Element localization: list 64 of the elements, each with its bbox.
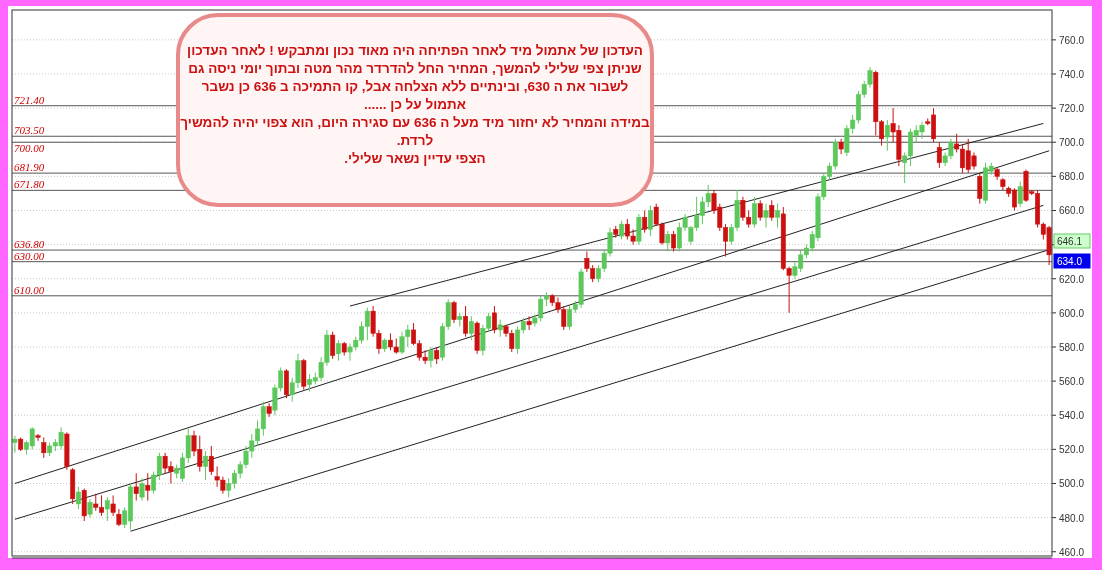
candlestick (642, 209, 648, 234)
candlestick (145, 472, 151, 502)
candlestick (75, 486, 81, 510)
candlestick (665, 230, 671, 252)
y-tick-label: 580.0 (1059, 341, 1085, 353)
y-tick-label: 700.0 (1059, 137, 1085, 149)
candlestick (12, 435, 18, 454)
y-tick-label: 600.0 (1059, 307, 1085, 319)
candlestick (491, 305, 497, 334)
y-tick-label: 500.0 (1059, 478, 1085, 490)
note: העדכון של אתמול מיד לאחר הפתיחה היה מאוד נכון ומתבקש ! לאחר העדכון שניתן צפי שלילי להמשך, המחיר החל להדרדר מהר מטה ובתוך יומי ניסה גם לשבור את ה 630, ובינתיים ללא הצלחה אבל, קו התמיכה ב 636 כן נשבר אתמול על כן ...... במידה והמחיר לא יחזור מיד מעל ה 636 עם סגירה היום, הוא צפוי יהיה להמשיך לרדת. הצפי עדיין נשאר שלילי. (176, 13, 654, 207)
y-tick-label: 680.0 (1059, 171, 1085, 183)
y-tick-label: 620.0 (1059, 273, 1085, 285)
candlestick (977, 172, 983, 205)
candlestick (428, 346, 434, 368)
candlestick (936, 141, 942, 169)
y-tick-label: 480.0 (1059, 512, 1085, 524)
candlestick (283, 368, 289, 399)
ref-line-label: 681.90 (14, 161, 45, 174)
candlestick (647, 204, 653, 237)
text: 634.0 (1057, 256, 1083, 267)
annotation: העדכון של אתמול מיד לאחר הפתיחה היה מאוד נכון ומתבקש ! לאחר העדכון שניתן צפי שלילי להמשך, המחיר החל להדרדר מהר מטה ובתוך יומי ניסה גם לשבור את ה 630, ובינתיים ללא הצלחה אבל, קו התמיכה ב 636 כן נשבר אתמול על כן ...... במידה והמחיר לא יחזור מיד מעל ה 636 עם סגירה היום, הוא צפוי יהיה להמשיך לרדת. הצפי עדיין נשאר שלילי. (180, 43, 651, 166)
candlestick (775, 203, 781, 229)
candlestick (757, 199, 763, 222)
candlestick (468, 315, 474, 341)
ref-line-label: 721.40 (14, 93, 45, 106)
candlestick (763, 203, 769, 229)
candlestick (41, 436, 47, 459)
candlestick (463, 305, 469, 338)
candlestick (104, 496, 110, 522)
ref-line-label: 700.00 (14, 142, 45, 155)
candlestick (751, 196, 757, 229)
candlestick (619, 220, 625, 240)
candlestick (1017, 180, 1023, 208)
candlestick (110, 494, 116, 517)
candlestick (330, 331, 336, 360)
ref-line-label: 671.80 (14, 178, 45, 191)
candlestick (203, 450, 209, 481)
ref-line-label: 630.00 (14, 249, 45, 262)
ref-line-label: 636.80 (14, 238, 45, 251)
candlestick (769, 199, 775, 222)
candlestick (35, 433, 41, 442)
candlestick (139, 477, 145, 502)
candlestick (87, 498, 93, 519)
candlestick (451, 300, 457, 324)
candlestick (636, 213, 642, 246)
candlestick (671, 230, 677, 252)
y-tick-label: 760.0 (1059, 34, 1085, 46)
y-tick-label: 740.0 (1059, 68, 1085, 80)
candlestick (884, 119, 890, 152)
y-tick-label: 660.0 (1059, 205, 1085, 217)
y-tick-label: 560.0 (1059, 376, 1085, 388)
candlestick (838, 138, 844, 155)
ref-line-label: 703.50 (14, 124, 45, 137)
y-tick-label: 460.0 (1059, 546, 1085, 558)
candlestick (208, 445, 214, 476)
y-tick-label: 520.0 (1059, 444, 1085, 456)
text: 646.1 (1057, 236, 1083, 247)
candlestick (335, 339, 341, 362)
candlestick (133, 472, 139, 502)
ref-line-label: 610.00 (14, 283, 45, 296)
y-tick-label: 540.0 (1059, 410, 1085, 422)
candlestick (526, 315, 532, 331)
y-tick-label: 720.0 (1059, 103, 1085, 115)
